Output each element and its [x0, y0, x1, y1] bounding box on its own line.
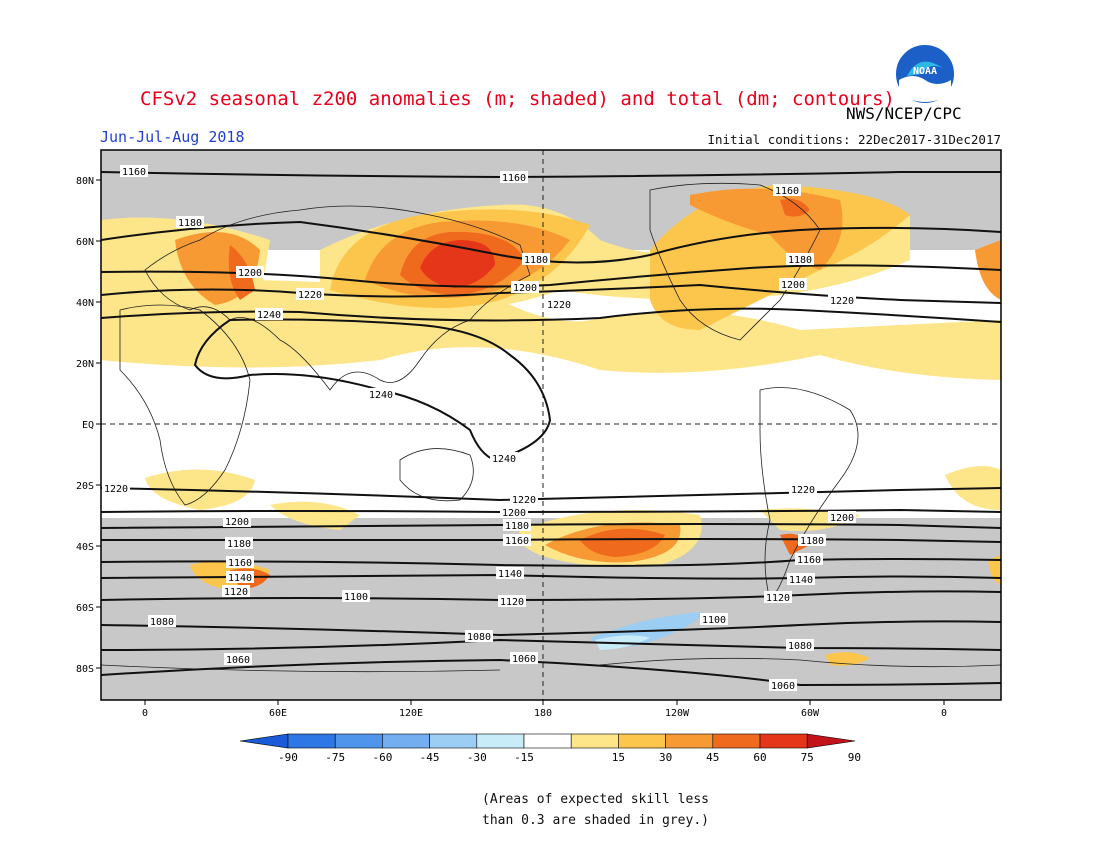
contour-label: 1220	[512, 495, 536, 506]
contour-label: 1180	[178, 218, 202, 229]
contour-label: 1140	[498, 569, 522, 580]
lon-label: 180	[534, 708, 552, 719]
legend-swatch	[665, 733, 714, 749]
legend-tick-label: 60	[753, 751, 766, 764]
skill-note-line-1: (Areas of expected skill less	[482, 792, 709, 807]
legend-swatch	[618, 733, 666, 749]
contour-label: 1140	[789, 575, 813, 586]
legend-swatch	[382, 733, 430, 749]
legend-arrow-high	[806, 733, 856, 749]
logo-text: NOAA	[913, 66, 937, 77]
agency-label: NWS/NCEP/CPC	[846, 104, 962, 123]
skill-note-line-2: than 0.3 are shaded in grey.)	[482, 813, 709, 828]
contour-label: 1200	[238, 268, 262, 279]
latitude-labels: 80N 60N 40N 20N EQ 20S 40S 60S 80S	[76, 176, 94, 675]
legend-swatch	[429, 733, 478, 749]
contour-label: 1120	[500, 597, 524, 608]
contour-label: 1240	[369, 390, 393, 401]
contour-label: 1080	[150, 617, 174, 628]
contour-label: 1160	[122, 167, 146, 178]
contour-label: 1160	[502, 173, 526, 184]
legend-tick-label: -60	[372, 751, 392, 764]
contour-label: 1200	[781, 280, 805, 291]
legend-swatch	[334, 733, 383, 749]
map-frame	[100, 149, 1002, 701]
contour-labels: 1160 1160 1160 1180 1180 1180 1200 1200 …	[102, 165, 856, 692]
lon-label: 120W	[665, 708, 690, 719]
contour-label: 1100	[344, 592, 368, 603]
legend-tick-label: 45	[706, 751, 719, 764]
contour-label: 1060	[771, 681, 795, 692]
contour-label: 1160	[775, 186, 799, 197]
contour-label: 1180	[524, 255, 548, 266]
contour-label: 1200	[225, 517, 249, 528]
contour-label: 1240	[257, 310, 281, 321]
contour-label: 1140	[228, 573, 252, 584]
legend-swatch	[476, 733, 525, 749]
lon-label: 120E	[399, 708, 423, 719]
contour-label: 1060	[226, 655, 250, 666]
legend-swatch	[523, 733, 572, 749]
contour-label: 1180	[788, 255, 812, 266]
lat-label: 60S	[76, 603, 94, 614]
contour-label: 1220	[298, 290, 322, 301]
contour-label: 1100	[702, 615, 726, 626]
contour-label: 1180	[227, 539, 251, 550]
legend-tick-label: 30	[659, 751, 672, 764]
longitude-labels: 0 60E 120E 180 120W 60W 0	[142, 708, 947, 719]
legend-tick-label: 15	[612, 751, 625, 764]
contour-label: 1200	[513, 283, 537, 294]
legend-swatch	[712, 733, 761, 749]
lat-label: EQ	[82, 420, 94, 431]
lon-label: 0	[142, 708, 148, 719]
legend-tick-label: -30	[467, 751, 487, 764]
lon-label: 0	[941, 708, 947, 719]
color-legend: -90 -75 -60 -45 -30 -15 15 30 45 60 75 90	[239, 733, 861, 764]
legend-tick-label: -45	[420, 751, 440, 764]
legend-tick-label: -15	[514, 751, 534, 764]
chart-title: CFSv2 seasonal z200 anomalies (m; shaded…	[140, 88, 895, 110]
lon-label: 60W	[801, 708, 820, 719]
contour-label: 1160	[797, 555, 821, 566]
contour-label: 1120	[224, 587, 248, 598]
lon-label: 60E	[269, 708, 287, 719]
noaa-logo-icon: NOAA	[894, 43, 956, 105]
coastlines	[101, 182, 1001, 673]
lat-label: 20N	[76, 359, 94, 370]
contour-label: 1220	[547, 300, 571, 311]
legend-tick-label: -75	[325, 751, 345, 764]
lat-label: 80S	[76, 664, 94, 675]
contour-label: 1200	[830, 513, 854, 524]
legend-swatch	[287, 733, 336, 749]
anomaly-band-nh	[101, 280, 1001, 380]
lat-label: 60N	[76, 237, 94, 248]
contour-label: 1220	[830, 296, 854, 307]
lat-label: 20S	[76, 481, 94, 492]
lat-label: 40N	[76, 298, 94, 309]
contour-label: 1060	[512, 654, 536, 665]
legend-tick-label: 75	[801, 751, 814, 764]
legend-arrow-low	[239, 733, 289, 749]
contour-label: 1080	[788, 641, 812, 652]
contour-label: 1240	[492, 454, 516, 465]
legend-swatch	[570, 733, 619, 749]
contour-label: 1220	[104, 484, 128, 495]
contour-label: 1080	[467, 632, 491, 643]
height-contours	[101, 171, 1001, 687]
legend-tick-label: 90	[848, 751, 861, 764]
lat-label: 40S	[76, 542, 94, 553]
season-label: Jun-Jul-Aug 2018	[100, 128, 245, 146]
contour-label: 1220	[791, 485, 815, 496]
contour-label: 1180	[505, 521, 529, 532]
legend-swatch	[759, 733, 808, 749]
lat-label: 80N	[76, 176, 94, 187]
contour-label: 1160	[228, 558, 252, 569]
contour-label: 1120	[766, 593, 790, 604]
contour-label: 1180	[800, 536, 824, 547]
initial-conditions-label: Initial conditions: 22Dec2017-31Dec2017	[707, 132, 1002, 147]
contour-label: 1160	[505, 536, 529, 547]
legend-tick-label: -90	[278, 751, 298, 764]
contour-label: 1200	[502, 508, 526, 519]
